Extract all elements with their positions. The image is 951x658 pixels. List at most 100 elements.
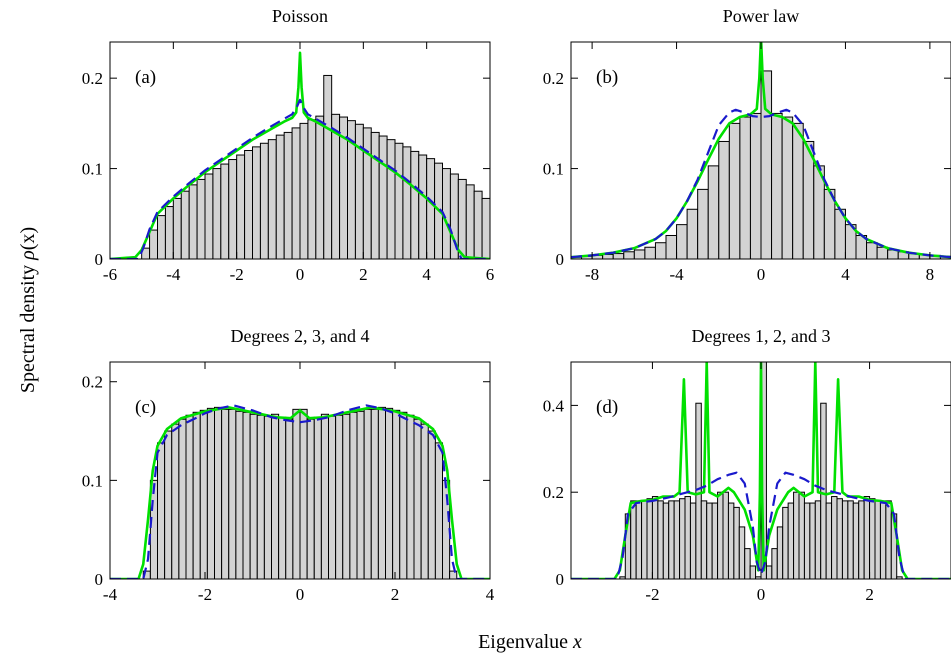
panel-c-bar [221,408,230,579]
panel-b-bar [665,234,678,259]
panel-c-bar [356,410,365,579]
panel-a-bar [188,184,198,259]
panel-d-bar [733,506,740,579]
panel-a-bar [386,139,396,259]
x-tick-label: 4 [422,265,431,284]
panel-a-bar [410,150,420,259]
panel-a-bar [220,163,230,259]
panel-a-bar [473,190,483,259]
x-tick-label: -8 [585,265,599,284]
panel-b-bar [654,242,667,259]
panel-a-theory-line [110,98,490,259]
panel-d-bar [738,526,746,579]
panel-a-tag: (a) [135,67,156,88]
panel-d-bar [820,402,827,579]
panel-a-bar [323,74,333,259]
panel-a-bar [457,178,467,259]
panel-d-bar [885,500,892,579]
panel-b-bar [718,140,730,259]
panel-a-bar [212,168,222,259]
panel-c-bar [427,430,436,579]
y-tick-label: 0 [95,570,104,589]
panel-a-ticks: -6 -4 -2 0 2 4 6 0 0.1 0.2 [82,42,495,284]
panel-d-tag: (d) [596,397,618,418]
panel-a-bar [283,131,293,259]
panel-a-bar [196,178,206,259]
panel-c-bar [235,410,244,579]
x-tick-label: 8 [926,265,935,284]
panel-a-bar [180,190,190,259]
panel-c-bar [406,414,415,579]
panel-d-bar [684,496,691,579]
panel-c-bar [192,411,201,579]
panel-d-bar [717,491,724,579]
y-tick-label: 0.4 [543,396,565,415]
panel-d-bar [722,491,729,579]
panel-c-bar [349,411,358,579]
panel-d-bar [782,506,789,579]
panel-a-bar [149,229,159,259]
panel-d-title: Degrees 1, 2, and 3 [692,326,831,346]
panel-a-bar [299,122,309,259]
panel-a-bar [506,230,514,259]
y-tick-label: 0 [556,570,565,589]
panel-b-lines [571,42,951,259]
y-tick-label: 0.1 [543,160,564,179]
x-tick-label: -4 [103,585,118,604]
panel-c-bar [385,407,394,579]
panel-a-bar [498,216,506,259]
panel-d-bar [662,502,670,579]
panel-a-bar [315,115,325,259]
panel-a-bar [228,159,238,259]
panel-b-histogram [571,70,951,259]
panel-c-theory-line [110,404,490,579]
panel-c-ticks: -4 -2 0 2 4 0 0.1 0.2 [82,362,495,604]
panel-a-bar [362,127,372,259]
panel-d-lines [571,362,951,579]
panel-a-lines [110,51,490,259]
panel-a-bar [418,154,428,259]
panel-a: Poisson -6 -4 -2 0 2 4 6 0 0.1 0.2 (a) [82,6,522,284]
panel-d-bar [852,502,860,579]
panel-b-bar [866,242,878,259]
x-tick-label: 2 [865,585,874,604]
y-tick-label: 0.2 [82,373,103,392]
panel-c-title: Degrees 2, 3, and 4 [231,326,370,346]
x-tick-label: 6 [486,265,495,284]
panel-d-bar [825,502,833,579]
panel-c-bar [228,408,237,579]
panel-d-bar [841,500,849,579]
panel-a-bar [465,184,475,259]
panel-d-bar [847,500,854,579]
panel-a-bar [514,248,522,259]
panel-b-bar [739,116,751,259]
panel-a-bar [481,197,490,259]
panel-a-bar [157,215,166,259]
panel-c-bar [377,406,387,579]
panel-c-bar [263,415,273,579]
panel-b-bar [676,224,688,259]
panel-d-bar [695,402,702,579]
panel-c-bar [249,413,258,579]
x-tick-label: -2 [645,585,659,604]
panel-c-bar [178,418,187,579]
x-tick-label: -4 [669,265,684,284]
x-axis-title: Eigenvalue x [478,631,582,653]
panel-a-bar [370,131,380,259]
panel-c-bar [214,406,223,579]
panel-d-bar [879,500,887,579]
panel-c-bar [392,409,401,579]
panel-b-bar [760,70,773,259]
panel-d: Degrees 1, 2, and 3 -2 0 2 0 0.2 0.4 (d) [543,326,951,604]
panel-a-bar [275,134,285,259]
panel-b-bar [633,249,646,259]
panel-c-bar [335,414,344,579]
panel-d-bar [749,565,757,579]
panel-c-bar [185,414,194,579]
y-tick-label: 0 [556,250,565,269]
panel-b: Power law -8 -4 0 4 8 0 0.1 0.2 (b) [543,6,951,284]
panel-d-bar [727,502,735,579]
panel-b-bar [623,251,635,259]
y-tick-label: 0.2 [543,69,564,88]
